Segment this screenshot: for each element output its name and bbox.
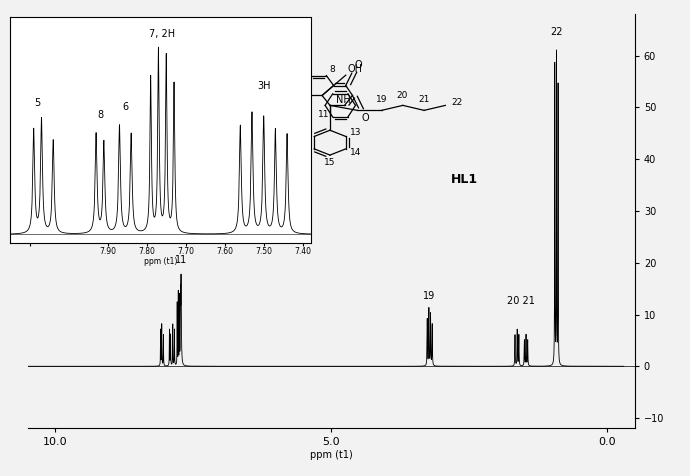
- Text: 16: 16: [299, 148, 310, 157]
- Text: 6: 6: [122, 102, 128, 112]
- Text: OH: OH: [348, 64, 362, 74]
- Text: O: O: [362, 113, 369, 123]
- Text: 20 21: 20 21: [506, 296, 535, 306]
- Text: 7, 2H: 7, 2H: [149, 30, 175, 40]
- Text: 22: 22: [550, 27, 562, 37]
- Text: NH: NH: [336, 95, 351, 105]
- Text: 22: 22: [451, 98, 463, 107]
- Text: O: O: [355, 60, 362, 70]
- Text: 19: 19: [424, 291, 435, 301]
- Text: 21: 21: [418, 95, 430, 104]
- Text: 5: 5: [34, 98, 41, 108]
- Text: 11: 11: [318, 110, 330, 119]
- Text: 19: 19: [376, 95, 387, 104]
- Text: 7: 7: [304, 65, 310, 74]
- Text: 20: 20: [396, 90, 407, 99]
- Text: HL1: HL1: [451, 173, 478, 187]
- X-axis label: ppm (t1): ppm (t1): [144, 258, 177, 266]
- Text: 14: 14: [350, 148, 361, 157]
- X-axis label: ppm (t1): ppm (t1): [310, 450, 353, 460]
- Text: 8: 8: [329, 65, 335, 74]
- Text: 11: 11: [175, 255, 187, 265]
- Text: 13: 13: [349, 128, 361, 137]
- Text: 6: 6: [286, 81, 293, 90]
- Text: 17: 17: [299, 128, 310, 137]
- Text: 5: 5: [298, 97, 304, 106]
- Text: 15: 15: [324, 158, 336, 167]
- Text: 8: 8: [97, 110, 103, 120]
- Text: 3H: 3H: [257, 81, 270, 91]
